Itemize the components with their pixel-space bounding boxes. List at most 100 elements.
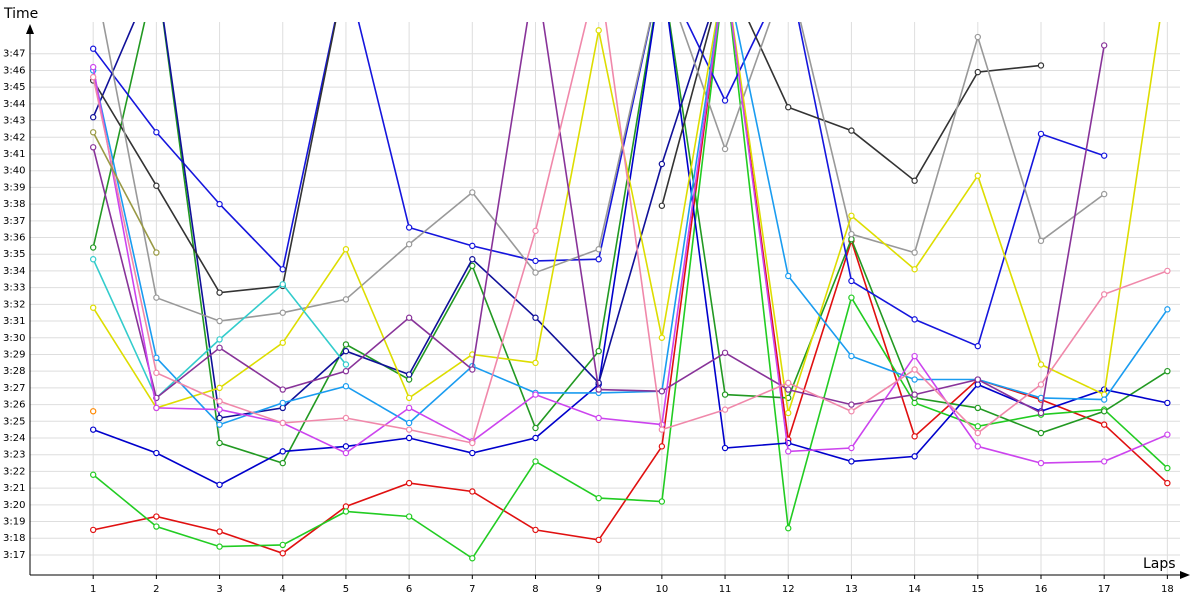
x-tick-label: 6 xyxy=(406,584,412,595)
point xyxy=(911,453,918,460)
point xyxy=(911,266,918,273)
x-axis-label: Laps xyxy=(1143,556,1176,572)
point xyxy=(1164,479,1171,487)
point xyxy=(342,443,350,450)
x-tick-label: 4 xyxy=(280,584,286,595)
point xyxy=(974,68,982,76)
x-tick-label: 16 xyxy=(1035,584,1048,595)
point xyxy=(532,526,539,534)
x-arrow xyxy=(1180,571,1190,579)
point xyxy=(785,409,792,417)
point xyxy=(405,426,413,433)
y-tick-label: 3:47 xyxy=(3,49,25,60)
point xyxy=(595,347,602,355)
point xyxy=(469,555,476,562)
point xyxy=(532,458,539,465)
point xyxy=(532,227,539,235)
point xyxy=(216,406,223,413)
y-tick-label: 3:40 xyxy=(3,166,25,177)
y-tick-label: 3:23 xyxy=(3,450,25,461)
y-tick-label: 3:36 xyxy=(3,233,25,244)
point xyxy=(911,366,918,373)
point xyxy=(216,439,223,447)
point xyxy=(216,543,223,550)
point xyxy=(658,388,666,395)
point xyxy=(153,513,160,520)
point xyxy=(469,189,476,196)
point xyxy=(1100,42,1108,49)
point xyxy=(532,424,539,432)
point xyxy=(721,349,729,356)
grid xyxy=(30,22,1180,575)
point xyxy=(595,414,602,422)
point xyxy=(1164,367,1171,375)
point xyxy=(216,421,223,428)
y-tick-label: 3:26 xyxy=(3,400,25,411)
x-tick-label: 3 xyxy=(216,584,222,595)
point xyxy=(405,371,413,378)
y-tick-label: 3:46 xyxy=(3,65,25,76)
y-tick-label: 3:37 xyxy=(3,216,25,227)
x-tick-label: 10 xyxy=(656,584,669,595)
point xyxy=(153,129,160,136)
point xyxy=(216,481,223,488)
point xyxy=(848,212,855,220)
x-tick-label: 8 xyxy=(532,584,538,595)
point xyxy=(153,182,160,189)
point xyxy=(911,433,918,440)
point xyxy=(785,272,792,280)
point xyxy=(89,45,97,52)
y-tick-label: 3:22 xyxy=(3,466,25,477)
point xyxy=(911,316,918,323)
point xyxy=(342,449,350,457)
point xyxy=(405,419,413,427)
plot-area xyxy=(89,22,1171,562)
point xyxy=(342,367,350,375)
point xyxy=(469,439,476,447)
point xyxy=(153,294,160,301)
point xyxy=(1164,267,1171,275)
point xyxy=(1037,237,1045,245)
point xyxy=(342,414,350,422)
x-tick-label: 17 xyxy=(1098,584,1111,595)
point xyxy=(974,423,982,430)
point xyxy=(1037,361,1045,368)
y-tick-label: 3:30 xyxy=(3,333,25,344)
point xyxy=(785,448,792,455)
point xyxy=(785,525,792,532)
y-tick-label: 3:42 xyxy=(3,132,25,143)
point xyxy=(89,426,97,433)
point xyxy=(153,354,160,362)
y-tick-label: 3:17 xyxy=(3,550,25,561)
point xyxy=(405,404,413,412)
y-tick-label: 3:18 xyxy=(3,533,25,544)
point xyxy=(1164,399,1171,407)
point xyxy=(279,541,286,549)
point xyxy=(848,401,855,408)
x-tick-label: 9 xyxy=(595,584,601,595)
point xyxy=(279,550,286,557)
point xyxy=(279,266,286,273)
point xyxy=(1037,130,1045,138)
point xyxy=(658,202,666,209)
point xyxy=(974,443,982,450)
point xyxy=(216,317,223,325)
point xyxy=(89,304,97,311)
point xyxy=(153,523,160,530)
x-tick-label: 12 xyxy=(782,584,795,595)
point xyxy=(216,289,223,296)
point xyxy=(216,336,223,343)
point xyxy=(595,27,602,34)
point xyxy=(469,488,476,495)
point xyxy=(721,97,729,104)
point xyxy=(721,145,729,153)
point xyxy=(848,352,855,360)
x-tick-label: 14 xyxy=(908,584,921,595)
series-line xyxy=(92,22,1161,414)
point xyxy=(1037,381,1045,388)
point xyxy=(658,160,666,168)
point xyxy=(216,344,223,351)
point xyxy=(1100,291,1108,298)
series-line xyxy=(92,22,1168,465)
